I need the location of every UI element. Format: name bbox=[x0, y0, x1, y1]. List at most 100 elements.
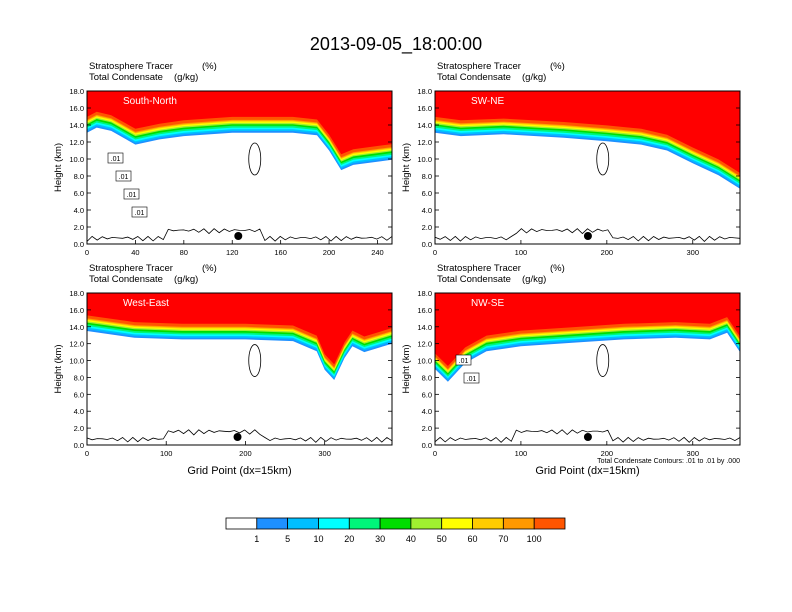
condensate-contours bbox=[435, 142, 740, 242]
tracer-field bbox=[87, 293, 392, 445]
tracer-level-11 bbox=[435, 91, 740, 173]
y-tick-label: 14.0 bbox=[69, 323, 84, 332]
condensate-title: Total Condensate bbox=[437, 72, 511, 83]
colorbar-label: 60 bbox=[468, 534, 478, 544]
y-tick-label: 0.0 bbox=[74, 441, 84, 450]
y-tick-label: 0.0 bbox=[74, 240, 84, 249]
y-tick-label: 6.0 bbox=[74, 189, 84, 198]
figure-title: 2013-09-05_18:00:00 bbox=[310, 34, 482, 55]
y-tick-label: 8.0 bbox=[422, 373, 432, 382]
y-tick-label: 6.0 bbox=[74, 390, 84, 399]
y-tick-label: 4.0 bbox=[422, 407, 432, 416]
panel-label: South-North bbox=[123, 96, 177, 107]
colorbar-label: 30 bbox=[375, 534, 385, 544]
condensate-contours bbox=[87, 142, 392, 242]
colorbar-label: 70 bbox=[498, 534, 508, 544]
y-tick-label: 12.0 bbox=[417, 138, 432, 147]
contour-label: .01 bbox=[135, 210, 145, 217]
contour-label-box bbox=[115, 170, 132, 182]
y-tick-label: 16.0 bbox=[417, 104, 432, 113]
y-tick-label: 2.0 bbox=[422, 424, 432, 433]
y-tick-label: 14.0 bbox=[417, 121, 432, 130]
y-tick-label: 10.0 bbox=[69, 357, 84, 366]
x-tick-label: 0 bbox=[85, 248, 89, 257]
tracer-field bbox=[435, 91, 740, 244]
colorbar-segment bbox=[533, 517, 566, 530]
colorbar-segment bbox=[256, 517, 288, 530]
x-axis-label: Grid Point (dx=15km) bbox=[187, 465, 291, 477]
x-tick-label: 300 bbox=[318, 449, 331, 458]
panel-label: West-East bbox=[123, 298, 169, 309]
x-tick-label: 200 bbox=[323, 248, 336, 257]
colorbar-segment bbox=[441, 517, 473, 530]
tracer-units: (%) bbox=[202, 263, 217, 274]
panel-label: NW-SE bbox=[471, 298, 504, 309]
tracer-level-11 bbox=[87, 293, 392, 365]
tracer-units: (%) bbox=[202, 61, 217, 72]
contour-label: .01 bbox=[459, 358, 469, 365]
y-tick-label: 2.0 bbox=[422, 223, 432, 232]
colorbar-segment bbox=[225, 517, 258, 530]
contour-label: .01 bbox=[467, 376, 477, 383]
panel-label: SW-NE bbox=[471, 96, 504, 107]
panel-west-east: Stratosphere Tracer (%) Total Condensate (g… bbox=[53, 263, 393, 477]
y-tick-label: 16.0 bbox=[69, 104, 84, 113]
y-tick-label: 12.0 bbox=[417, 340, 432, 349]
y-tick-label: 12.0 bbox=[69, 340, 84, 349]
condensate-units: (g/kg) bbox=[174, 274, 198, 285]
y-tick-label: 16.0 bbox=[69, 306, 84, 315]
colorbar-label: 100 bbox=[527, 534, 542, 544]
colorbar-segment bbox=[379, 517, 412, 530]
contour-label-box bbox=[131, 206, 148, 218]
y-tick-label: 10.0 bbox=[417, 357, 432, 366]
y-tick-label: 2.0 bbox=[74, 223, 84, 232]
colorbar-label: 20 bbox=[344, 534, 354, 544]
colorbar-label: 1 bbox=[254, 534, 259, 544]
x-tick-label: 0 bbox=[433, 248, 437, 257]
x-tick-label: 0 bbox=[85, 449, 89, 458]
x-tick-label: 300 bbox=[686, 248, 699, 257]
condensate-units: (g/kg) bbox=[174, 72, 198, 83]
condensate-units: (g/kg) bbox=[522, 274, 546, 285]
tracer-level-11 bbox=[435, 293, 740, 366]
x-tick-label: 0 bbox=[433, 449, 437, 458]
y-tick-label: 18.0 bbox=[417, 289, 432, 298]
plot-frame bbox=[434, 90, 741, 245]
colorbar-segment bbox=[287, 517, 319, 530]
tracer-units: (%) bbox=[550, 263, 565, 274]
plot-frame bbox=[434, 292, 741, 446]
tracer-field bbox=[435, 293, 740, 445]
y-tick-label: 14.0 bbox=[69, 121, 84, 130]
colorbar-label: 5 bbox=[285, 534, 290, 544]
y-tick-label: 12.0 bbox=[69, 138, 84, 147]
contour-label-box bbox=[455, 354, 472, 366]
y-tick-label: 10.0 bbox=[417, 155, 432, 164]
y-tick-label: 0.0 bbox=[422, 441, 432, 450]
footnote: Total Condensate Contours: .01 to .01 by… bbox=[597, 458, 740, 465]
y-axis-label: Height (km) bbox=[53, 143, 64, 192]
x-tick-label: 120 bbox=[226, 248, 239, 257]
location-marker bbox=[583, 232, 592, 240]
plot-frame bbox=[86, 292, 393, 446]
condensate-units: (g/kg) bbox=[522, 72, 546, 83]
location-marker bbox=[234, 232, 243, 240]
y-tick-label: 6.0 bbox=[422, 390, 432, 399]
contour-label: .01 bbox=[119, 174, 129, 181]
tracer-units: (%) bbox=[550, 61, 565, 72]
x-tick-label: 100 bbox=[160, 449, 173, 458]
colorbar: 1 5 10 20 30 40 50 60 70 100 bbox=[225, 517, 566, 544]
y-tick-label: 8.0 bbox=[74, 172, 84, 181]
y-axis-label: Height (km) bbox=[53, 344, 64, 393]
y-tick-label: 4.0 bbox=[74, 206, 84, 215]
location-marker bbox=[583, 433, 592, 441]
x-tick-label: 100 bbox=[515, 449, 528, 458]
x-tick-label: 40 bbox=[131, 248, 139, 257]
y-axis-label: Height (km) bbox=[401, 344, 412, 393]
tracer-field bbox=[87, 91, 392, 244]
y-tick-label: 18.0 bbox=[69, 289, 84, 298]
condensate-title: Total Condensate bbox=[437, 274, 511, 285]
contour-label: .01 bbox=[127, 192, 137, 199]
condensate-contours bbox=[87, 344, 392, 443]
contour-label-box bbox=[107, 152, 124, 164]
